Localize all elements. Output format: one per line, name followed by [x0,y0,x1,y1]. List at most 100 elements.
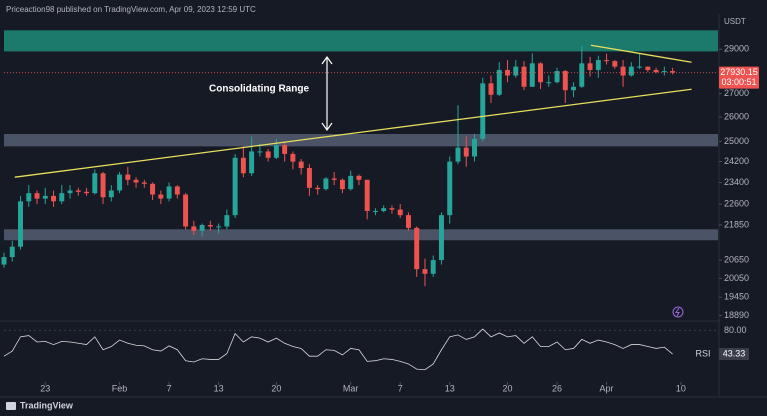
candle-body [117,174,123,191]
rsi-tag-label: 43.33 [723,348,746,358]
y-tick-label: 22600 [724,198,749,208]
candle-body [637,66,643,68]
x-tick-label: 23 [40,383,50,393]
candle-body [141,182,147,184]
candle-body [579,63,585,87]
y-tick-label: 29000 [724,44,749,54]
candle-body [1,257,7,265]
y-tick-label: 20650 [724,254,749,264]
x-tick-label: Apr [600,383,614,393]
price-tag [719,66,759,89]
candle-body [323,178,329,190]
candle-body [670,71,676,73]
y-tick-label: 26000 [724,111,749,121]
candle-body [240,157,246,174]
candle-body [257,151,263,153]
candle-body [505,69,510,76]
candle-body [529,63,535,87]
y-tick-label: 21850 [724,219,749,229]
y-tick-label: 23400 [724,177,749,187]
candle-body [571,86,577,91]
x-tick-label: 20 [503,383,513,393]
candle-body [513,66,519,76]
candle-body [405,215,411,228]
x-tick-label: 26 [552,383,562,393]
candle-body [100,173,106,198]
candle-body [620,66,626,76]
candle-body [595,60,601,70]
x-tick-label: 7 [398,383,403,393]
candle-body [183,194,189,227]
candle-body [612,61,618,67]
candle-body [661,71,667,73]
candle-body [150,183,156,195]
candle-body [315,187,321,190]
candle-body [381,208,387,211]
candle-body [538,63,544,83]
candle-body [496,69,502,95]
icon-bolt [675,307,680,317]
candle-body [587,63,593,70]
candle-body [447,161,453,216]
candle-body [265,151,271,158]
rsi-tick-label: 80.00 [724,325,747,335]
candle-body [133,179,139,183]
candle-body [174,186,180,195]
y-tick-label: 27000 [724,88,749,98]
candle-body [653,69,659,73]
candle-body [546,82,552,84]
x-tick-label: Feb [112,383,128,393]
rsi-name: RSI [695,348,710,358]
candle-body [158,194,164,199]
header: Priceaction98 published on TradingView.c… [6,5,256,14]
candle-body [18,201,23,247]
candle-body [397,209,403,216]
candle-body [92,173,98,194]
candle-body [439,215,444,261]
candle-body [207,225,213,227]
candle-body [356,175,362,180]
candle-body [645,66,651,70]
candle-body [290,153,296,162]
y-tick-label: 24200 [724,156,749,166]
candle-body [51,195,57,202]
footer: TradingView [20,400,74,410]
x-tick-label: 10 [676,383,686,393]
y-tick-label: 20050 [724,273,749,283]
candle-body [224,215,230,227]
zone [4,30,718,52]
candle-body [249,151,255,174]
candle-body [472,138,477,157]
candle-body [463,147,469,157]
candle-body [59,193,65,202]
y-tick-label: 25000 [724,136,749,146]
candle-body [348,175,354,190]
candle-body [628,66,634,76]
x-tick-label: 13 [445,383,455,393]
candle-body [191,226,197,231]
candle-body [389,208,395,210]
candle-body [298,161,304,169]
rsi-line [3,328,673,371]
logo [6,402,16,410]
candle-body [372,210,378,212]
candle-body [604,60,610,62]
price-tag-label: 27930.15 [720,67,758,77]
candle-body [488,83,494,95]
currency: USDT [724,17,746,26]
candle-body [166,186,172,199]
candle-body [199,225,205,231]
range-arrow [321,55,333,132]
x-tick-label: Mar [343,383,359,393]
candle-body [422,269,428,274]
y-tick-label: 18890 [724,310,749,320]
y-tick-label: 19450 [724,292,749,302]
x-tick-label: 20 [271,383,281,393]
candle-body [339,179,345,190]
candle-body [125,174,131,180]
candle-body [562,71,568,91]
candle-body [306,168,312,188]
annotation: Consolidating Range [209,84,309,95]
candle-body [9,246,15,258]
candle-body [364,179,370,211]
